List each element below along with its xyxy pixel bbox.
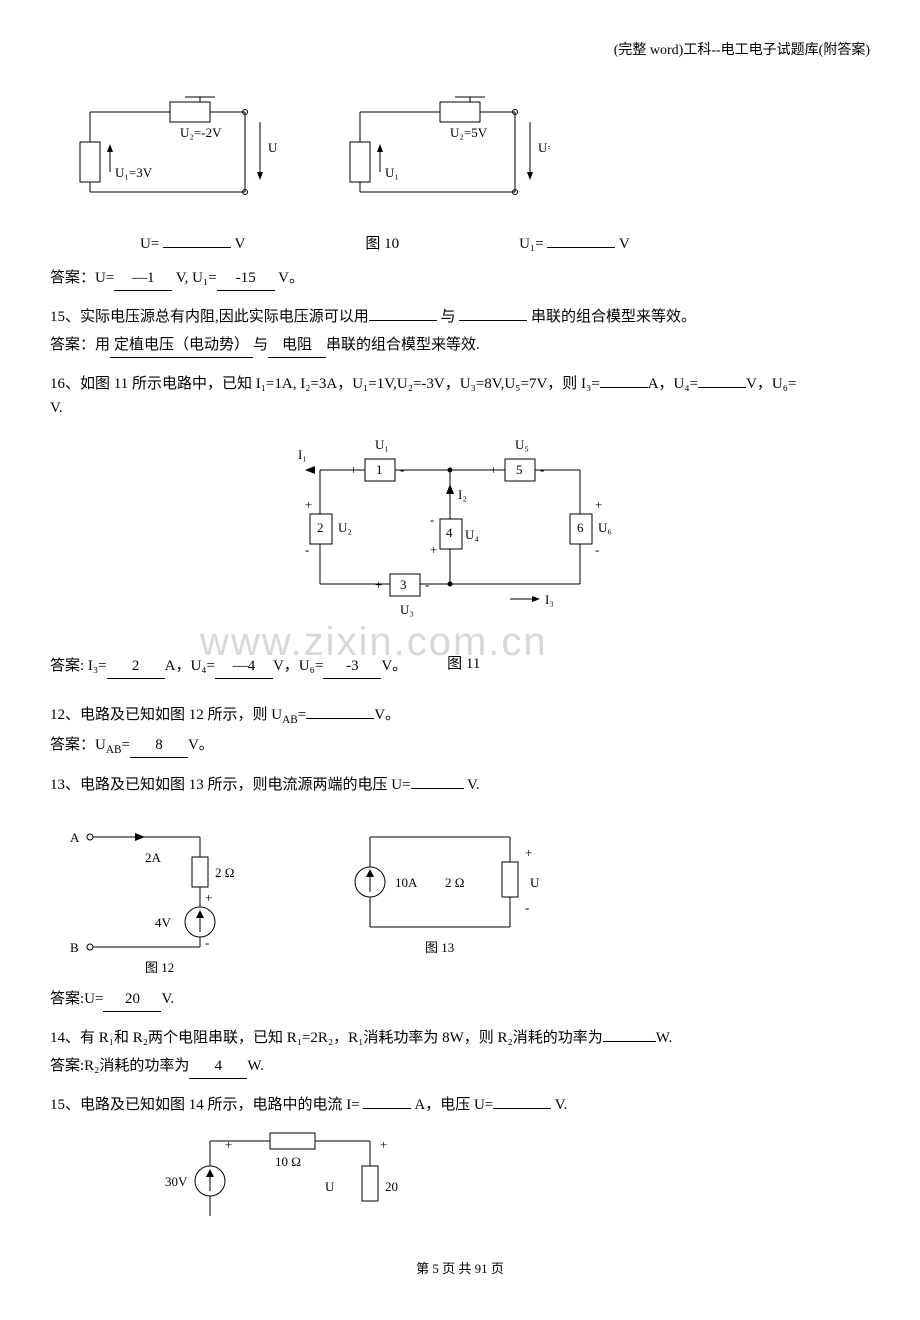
unit: V (235, 236, 246, 252)
svg-text:U₃: U₃ (400, 602, 414, 617)
svg-text:4: 4 (446, 525, 453, 540)
ans13: 答案:U= 20 V. (50, 987, 870, 1012)
svg-text:-: - (430, 512, 434, 527)
q15b: 15、电路及已知如图 14 所示，电路中的电流 I= A，电压 U= V. (50, 1093, 870, 1117)
ans12: 答案：UAB= 8 V。 (50, 733, 870, 759)
svg-text:+: + (375, 577, 382, 592)
svg-text:2A: 2A (145, 850, 162, 865)
svg-text:2: 2 (317, 520, 324, 535)
svg-text:U₂=5V: U₂=5V (450, 125, 488, 140)
svg-text:-: - (205, 935, 209, 950)
svg-text:4V: 4V (155, 915, 172, 930)
ans16-row: 答案: I₃= 2 A，U₄= —4 V，U₆= -3 V。 图 11 (50, 652, 870, 689)
q13: 13、电路及已知如图 13 所示，则电流源两端的电压 U= V. (50, 773, 870, 797)
q14: 14、有 R₁和 R₂两个电阻串联，已知 R₁=2R₂，R₁消耗功率为 8W，则… (50, 1026, 870, 1050)
blank (163, 247, 231, 248)
svg-text:-: - (400, 462, 404, 477)
svg-text:U₁: U₁ (375, 437, 389, 452)
svg-text:图 13: 图 13 (425, 940, 454, 955)
blank (547, 247, 615, 248)
svg-text:+: + (430, 542, 437, 557)
svg-text:-: - (305, 542, 309, 557)
svg-text:+: + (595, 497, 602, 512)
svg-text:U₆: U₆ (598, 520, 612, 535)
ans15a: 答案：用 定植电压（电动势） 与 电阻 串联的组合模型来等效. (50, 333, 870, 358)
svg-text:+: + (380, 1137, 387, 1152)
svg-text:+: + (490, 462, 497, 477)
svg-text:+: + (225, 1137, 232, 1152)
fig11-caption: 图 11 (447, 652, 480, 676)
svg-text:+: + (305, 497, 312, 512)
svg-text:U: U (325, 1179, 335, 1194)
svg-text:30V: 30V (165, 1174, 188, 1189)
svg-text:20: 20 (385, 1179, 398, 1194)
fig13-svg: 10A 2 Ω + U - 图 13 (320, 807, 570, 977)
fig10-left: U₁=3V U₂=-2V U (50, 72, 280, 222)
fig12-13-row: A B 2A 2 Ω + 4V - 图 12 10A 2 Ω + U - 图 1… (50, 807, 870, 977)
svg-text:U₄: U₄ (465, 527, 479, 542)
svg-text:5: 5 (516, 462, 523, 477)
eq-right: U₁= (519, 236, 544, 252)
fig10-caption: 图 10 (365, 232, 399, 256)
svg-text:2 Ω: 2 Ω (445, 875, 464, 890)
svg-text:I₃: I₃ (545, 592, 554, 607)
svg-text:-: - (595, 542, 599, 557)
svg-text:2 Ω: 2 Ω (215, 865, 234, 880)
svg-text:3: 3 (400, 577, 407, 592)
svg-text:B: B (70, 940, 79, 955)
svg-text:+: + (525, 845, 532, 860)
fig10-right: U₁ U₂=5V U=10V (320, 72, 550, 222)
svg-text:图 12: 图 12 (145, 960, 174, 975)
page-footer: 第 5 页 共 91 页 (50, 1259, 870, 1280)
svg-text:10 Ω: 10 Ω (275, 1154, 301, 1169)
svg-text:+: + (205, 890, 212, 905)
svg-text:U₁=3V: U₁=3V (115, 165, 153, 180)
eq-left: U= (140, 236, 159, 252)
svg-text:+: + (350, 462, 357, 477)
svg-text:6: 6 (577, 520, 584, 535)
svg-text:U₂=-2V: U₂=-2V (180, 125, 222, 140)
ans10: 答案：U=—1 V, U₁= -15 V。 (50, 266, 870, 291)
svg-text:-: - (540, 462, 544, 477)
svg-text:U₁: U₁ (385, 165, 399, 180)
svg-text:-: - (425, 577, 429, 592)
svg-text:U₂: U₂ (338, 520, 352, 535)
header-note: (完整 word)工科--电工电子试题库(附答案) (50, 40, 870, 62)
ans14: 答案:R₂消耗的功率为 4 W. (50, 1054, 870, 1079)
q16: 16、如图 11 所示电路中，已知 I₁=1A, I₂=3A，U₁=1V,U₂=… (50, 372, 870, 420)
unit: V (619, 236, 630, 252)
svg-text:A: A (70, 830, 80, 845)
q15a: 15、实际电压源总有内阻,因此实际电压源可以用 与 串联的组合模型来等效。 (50, 305, 870, 329)
svg-text:I₂: I₂ (458, 487, 467, 502)
svg-text:-: - (525, 900, 529, 915)
fig12-svg: A B 2A 2 Ω + 4V - 图 12 (50, 807, 280, 977)
svg-text:U: U (268, 140, 278, 155)
svg-text:1: 1 (376, 462, 383, 477)
fig10-row: U₁=3V U₂=-2V U U₁ U₂=5V U=10V (50, 72, 870, 222)
fig10-equations: U= V 图 10 U₁= V (140, 232, 870, 256)
svg-text:U₅: U₅ (515, 437, 529, 452)
svg-text:U: U (530, 875, 540, 890)
svg-text:U=10V: U=10V (538, 140, 550, 155)
q12: 12、电路及已知如图 12 所示，则 UAB=V。 (50, 703, 870, 729)
fig11: I₁ U₁ U₅ + - + - 1 5 + - U₂ 2 U₆ 6 + - I₂ - +… (50, 424, 870, 642)
fig14: + 30V 10 Ω + U 20 (150, 1121, 870, 1239)
svg-text:10A: 10A (395, 875, 418, 890)
svg-text:I₁: I₁ (298, 447, 307, 462)
